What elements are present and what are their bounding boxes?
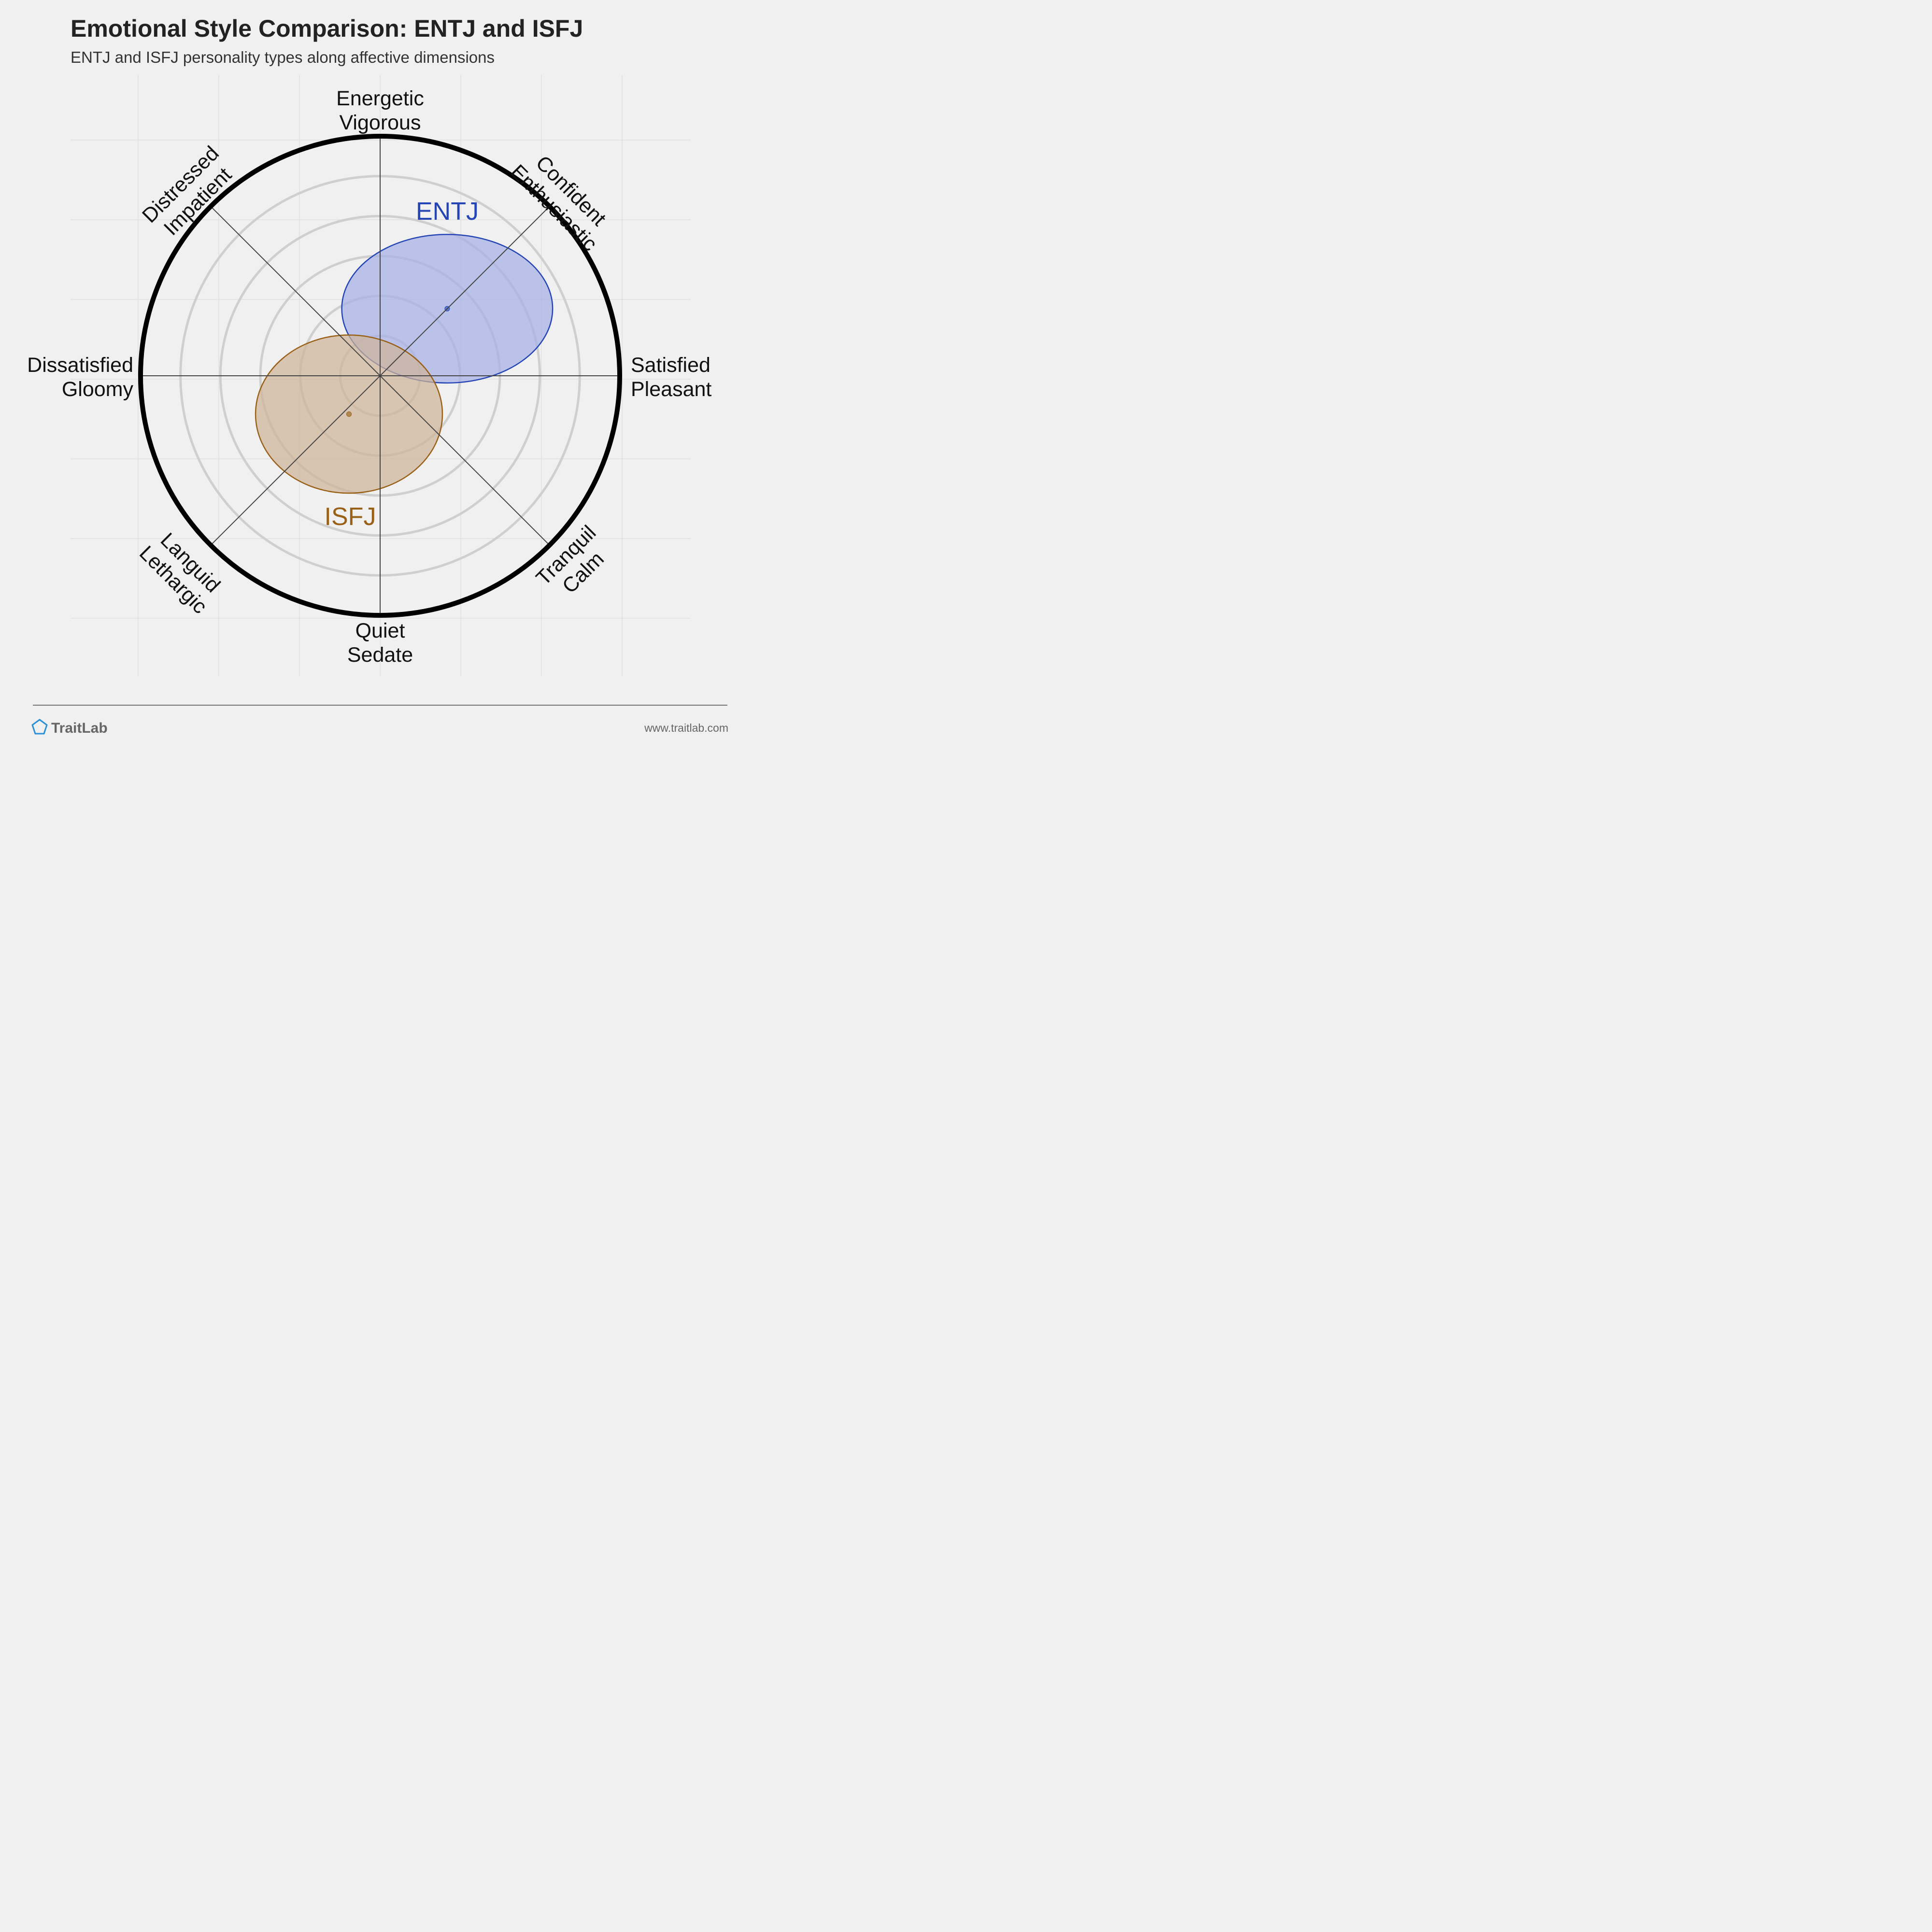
axis-label-se: TranquilCalm <box>532 521 618 607</box>
site-url[interactable]: www.traitlab.com <box>644 722 728 734</box>
series-label-entj: ENTJ <box>416 198 479 226</box>
axis-label-s: Quiet Sedate <box>347 619 413 667</box>
axis-label-ne: ConfidentEnthusiastic <box>506 143 619 256</box>
axis-label-line: Energetic <box>336 87 424 110</box>
axis-label-e: Satisfied Pleasant <box>631 354 711 401</box>
axis-label-w: Dissatisfied Gloomy <box>27 354 133 401</box>
axis-label-line: Satisfied <box>631 354 710 377</box>
axis-label-line: Dissatisfied <box>27 354 133 377</box>
axis-label-n: Energetic Vigorous <box>336 87 424 134</box>
outer-ring <box>138 134 622 618</box>
chart-subtitle: ENTJ and ISFJ personality types along af… <box>71 48 495 66</box>
brand[interactable]: TraitLab <box>31 718 108 738</box>
axis-label-line: Sedate <box>347 643 413 667</box>
axis-label-line: Gloomy <box>62 378 134 401</box>
chart-title: Emotional Style Comparison: ENTJ and ISF… <box>71 15 583 42</box>
axis-label-line: Quiet <box>355 619 405 642</box>
series-label-isfj: ISFJ <box>325 503 376 531</box>
footer-divider <box>33 705 727 706</box>
series-point-isfj <box>346 411 352 417</box>
axis-label-line: Pleasant <box>631 378 711 401</box>
brand-name: TraitLab <box>51 720 108 736</box>
circumplex-chart: Energetic Vigorous ConfidentEnthusiastic Sa… <box>27 75 711 676</box>
axis-line <box>210 206 550 546</box>
axis-label-line: Vigorous <box>340 111 421 134</box>
pentagon-icon <box>31 718 48 738</box>
